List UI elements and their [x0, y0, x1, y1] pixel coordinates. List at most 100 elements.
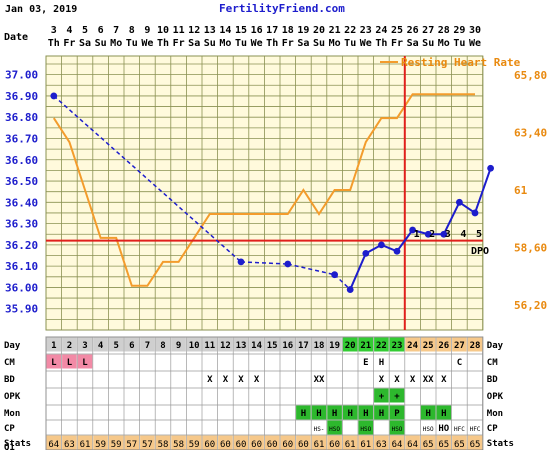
- stats-value: 60: [220, 440, 231, 450]
- stats-cell-bg: [218, 435, 233, 450]
- cp-cell-bg: [327, 420, 342, 435]
- day-number: 27: [454, 341, 465, 351]
- day-cell: [358, 337, 374, 352]
- dpo-number: 2: [429, 229, 435, 240]
- date-number: 4: [66, 25, 72, 36]
- date-number: 13: [204, 25, 216, 36]
- row-label-right-bd: BD: [487, 375, 498, 385]
- day-cell: [140, 337, 155, 352]
- temp-point: [362, 249, 370, 257]
- site-link[interactable]: FertilityFriend.com: [219, 2, 345, 15]
- cm-cell-bg: [62, 354, 77, 369]
- day-number: 18: [314, 341, 325, 351]
- day-cell: [171, 337, 186, 352]
- dpo-number: 4: [460, 229, 466, 240]
- date-number: 24: [375, 25, 387, 36]
- stats-value: 60: [204, 440, 215, 450]
- day-number: 25: [423, 341, 434, 351]
- temp-point: [393, 247, 401, 255]
- weekday-label: Th: [375, 38, 387, 49]
- stats-cell-bg: [77, 435, 93, 450]
- stats-value: 65: [438, 440, 449, 450]
- row-label-right-stats: Stats: [487, 439, 514, 449]
- temp-tick-label: 36.40: [5, 196, 38, 209]
- day-cell: [405, 337, 420, 352]
- stats-value: 58: [158, 440, 169, 450]
- cp-value: HSO: [329, 426, 340, 433]
- opk-cell-bg: [374, 388, 389, 403]
- stats-cell-bg: [467, 435, 483, 450]
- temp-segment: [442, 201, 461, 235]
- weekday-label: Mo: [329, 38, 341, 49]
- date-number: 28: [438, 25, 450, 36]
- temp-tick-label: 36.30: [5, 218, 38, 231]
- mon-cell-bg: [389, 405, 405, 420]
- row-label-right-mon: Mon: [487, 409, 503, 419]
- row-label-bd: BD: [4, 375, 15, 385]
- q1-label: Q1: [4, 443, 15, 450]
- mon-cell-bg: [374, 405, 389, 420]
- stats-value: 60: [298, 440, 309, 450]
- day-cell: [124, 337, 140, 352]
- day-number: 2: [67, 341, 72, 351]
- temp-segment: [334, 274, 351, 291]
- temp-segment: [474, 167, 492, 214]
- weekday-label: Mo: [219, 38, 231, 49]
- temp-point: [378, 241, 385, 249]
- stats-value: 65: [423, 440, 434, 450]
- legend-label: Resting Heart Rate: [401, 56, 521, 69]
- mon-value: H: [301, 409, 306, 419]
- opk-cell-bg: [389, 388, 405, 403]
- stats-cell-bg: [389, 435, 405, 450]
- day-number: 12: [220, 341, 231, 351]
- bd-value: X: [207, 375, 213, 385]
- temp-point: [456, 198, 463, 206]
- stats-cell-bg: [296, 435, 311, 450]
- weekday-label: Fr: [282, 38, 294, 49]
- bd-value: XX: [423, 375, 434, 385]
- day-number: 20: [345, 341, 356, 351]
- weekday-label: We: [141, 38, 153, 49]
- date-number: 3: [51, 25, 57, 36]
- day-cell: [108, 337, 124, 352]
- day-number: 23: [392, 341, 403, 351]
- temp-tick-label: 36.10: [5, 260, 38, 273]
- bd-value: X: [441, 375, 447, 385]
- mon-cell-bg: [358, 405, 374, 420]
- stats-value: 63: [64, 440, 75, 450]
- weekday-label: Th: [266, 38, 278, 49]
- stats-cell-bg: [186, 435, 202, 450]
- day-cell: [249, 337, 264, 352]
- stats-cell-bg: [436, 435, 452, 450]
- weekday-label: Mo: [438, 38, 450, 49]
- hr-tick-label: 61: [514, 184, 528, 197]
- row-label-mon: Mon: [4, 409, 20, 419]
- bd-value: X: [254, 375, 260, 385]
- stats-cell-bg: [46, 435, 62, 450]
- stats-value: 61: [360, 440, 371, 450]
- dpo-label: DPO: [471, 246, 489, 257]
- temp-tick-label: 37.00: [5, 69, 38, 82]
- stats-value: 61: [314, 440, 325, 450]
- temp-point: [424, 230, 432, 238]
- stats-cell-bg: [93, 435, 108, 450]
- temp-segment: [349, 252, 367, 290]
- weekday-label: Fr: [173, 38, 185, 49]
- mon-cell-bg: [296, 405, 311, 420]
- weekday-label: Tu: [126, 38, 138, 49]
- temp-point: [50, 92, 58, 100]
- temp-tick-label: 36.50: [5, 175, 38, 188]
- weekday-label: Su: [313, 38, 325, 49]
- temp-point: [284, 260, 292, 268]
- stats-value: 61: [345, 440, 356, 450]
- day-cell: [280, 337, 296, 352]
- cm-value: L: [82, 358, 88, 368]
- day-number: 10: [189, 341, 200, 351]
- bd-value: X: [394, 375, 400, 385]
- day-number: 11: [204, 341, 215, 351]
- weekday-label: Mo: [110, 38, 122, 49]
- day-number: 19: [329, 341, 340, 351]
- day-number: 15: [267, 341, 278, 351]
